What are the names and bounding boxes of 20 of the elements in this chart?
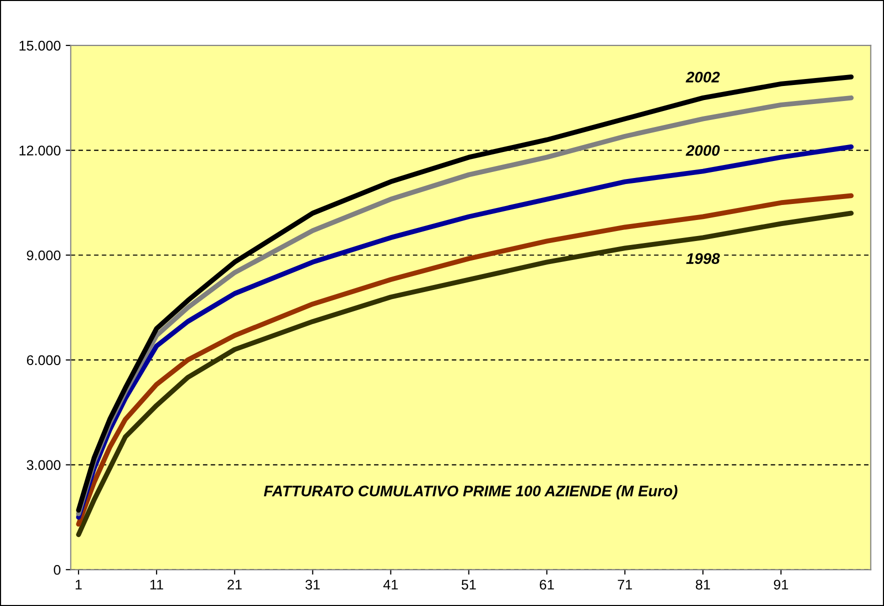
x-tick-label: 31: [305, 580, 320, 590]
x-tick-label: 41: [383, 580, 398, 590]
series-label: 1998: [686, 253, 720, 264]
series-label: 2000: [686, 145, 720, 156]
y-tick-label: 3.000: [26, 460, 60, 470]
y-tick-label: 0: [54, 564, 60, 575]
y-tick-label: 15.000: [20, 40, 60, 51]
x-tick-label: 61: [540, 580, 554, 590]
x-tick-label: 91: [774, 580, 788, 590]
x-tick-label: 51: [462, 580, 476, 590]
x-tick-label: 71: [618, 580, 632, 590]
y-tick-label: 9.000: [26, 250, 60, 260]
y-tick-label: 12.000: [20, 146, 60, 156]
text: FATTURATO CUMULATIVO PRIME 100 AZIENDE (M Euro): [264, 485, 678, 500]
y-tick-label: 6.000: [26, 355, 60, 366]
x-tick-label: 11: [150, 580, 164, 590]
x-tick-label: 1: [76, 580, 82, 590]
x-tick-label: 21: [228, 580, 242, 590]
series-label: 2002: [686, 72, 720, 83]
x-tick-label: 81: [696, 580, 710, 590]
